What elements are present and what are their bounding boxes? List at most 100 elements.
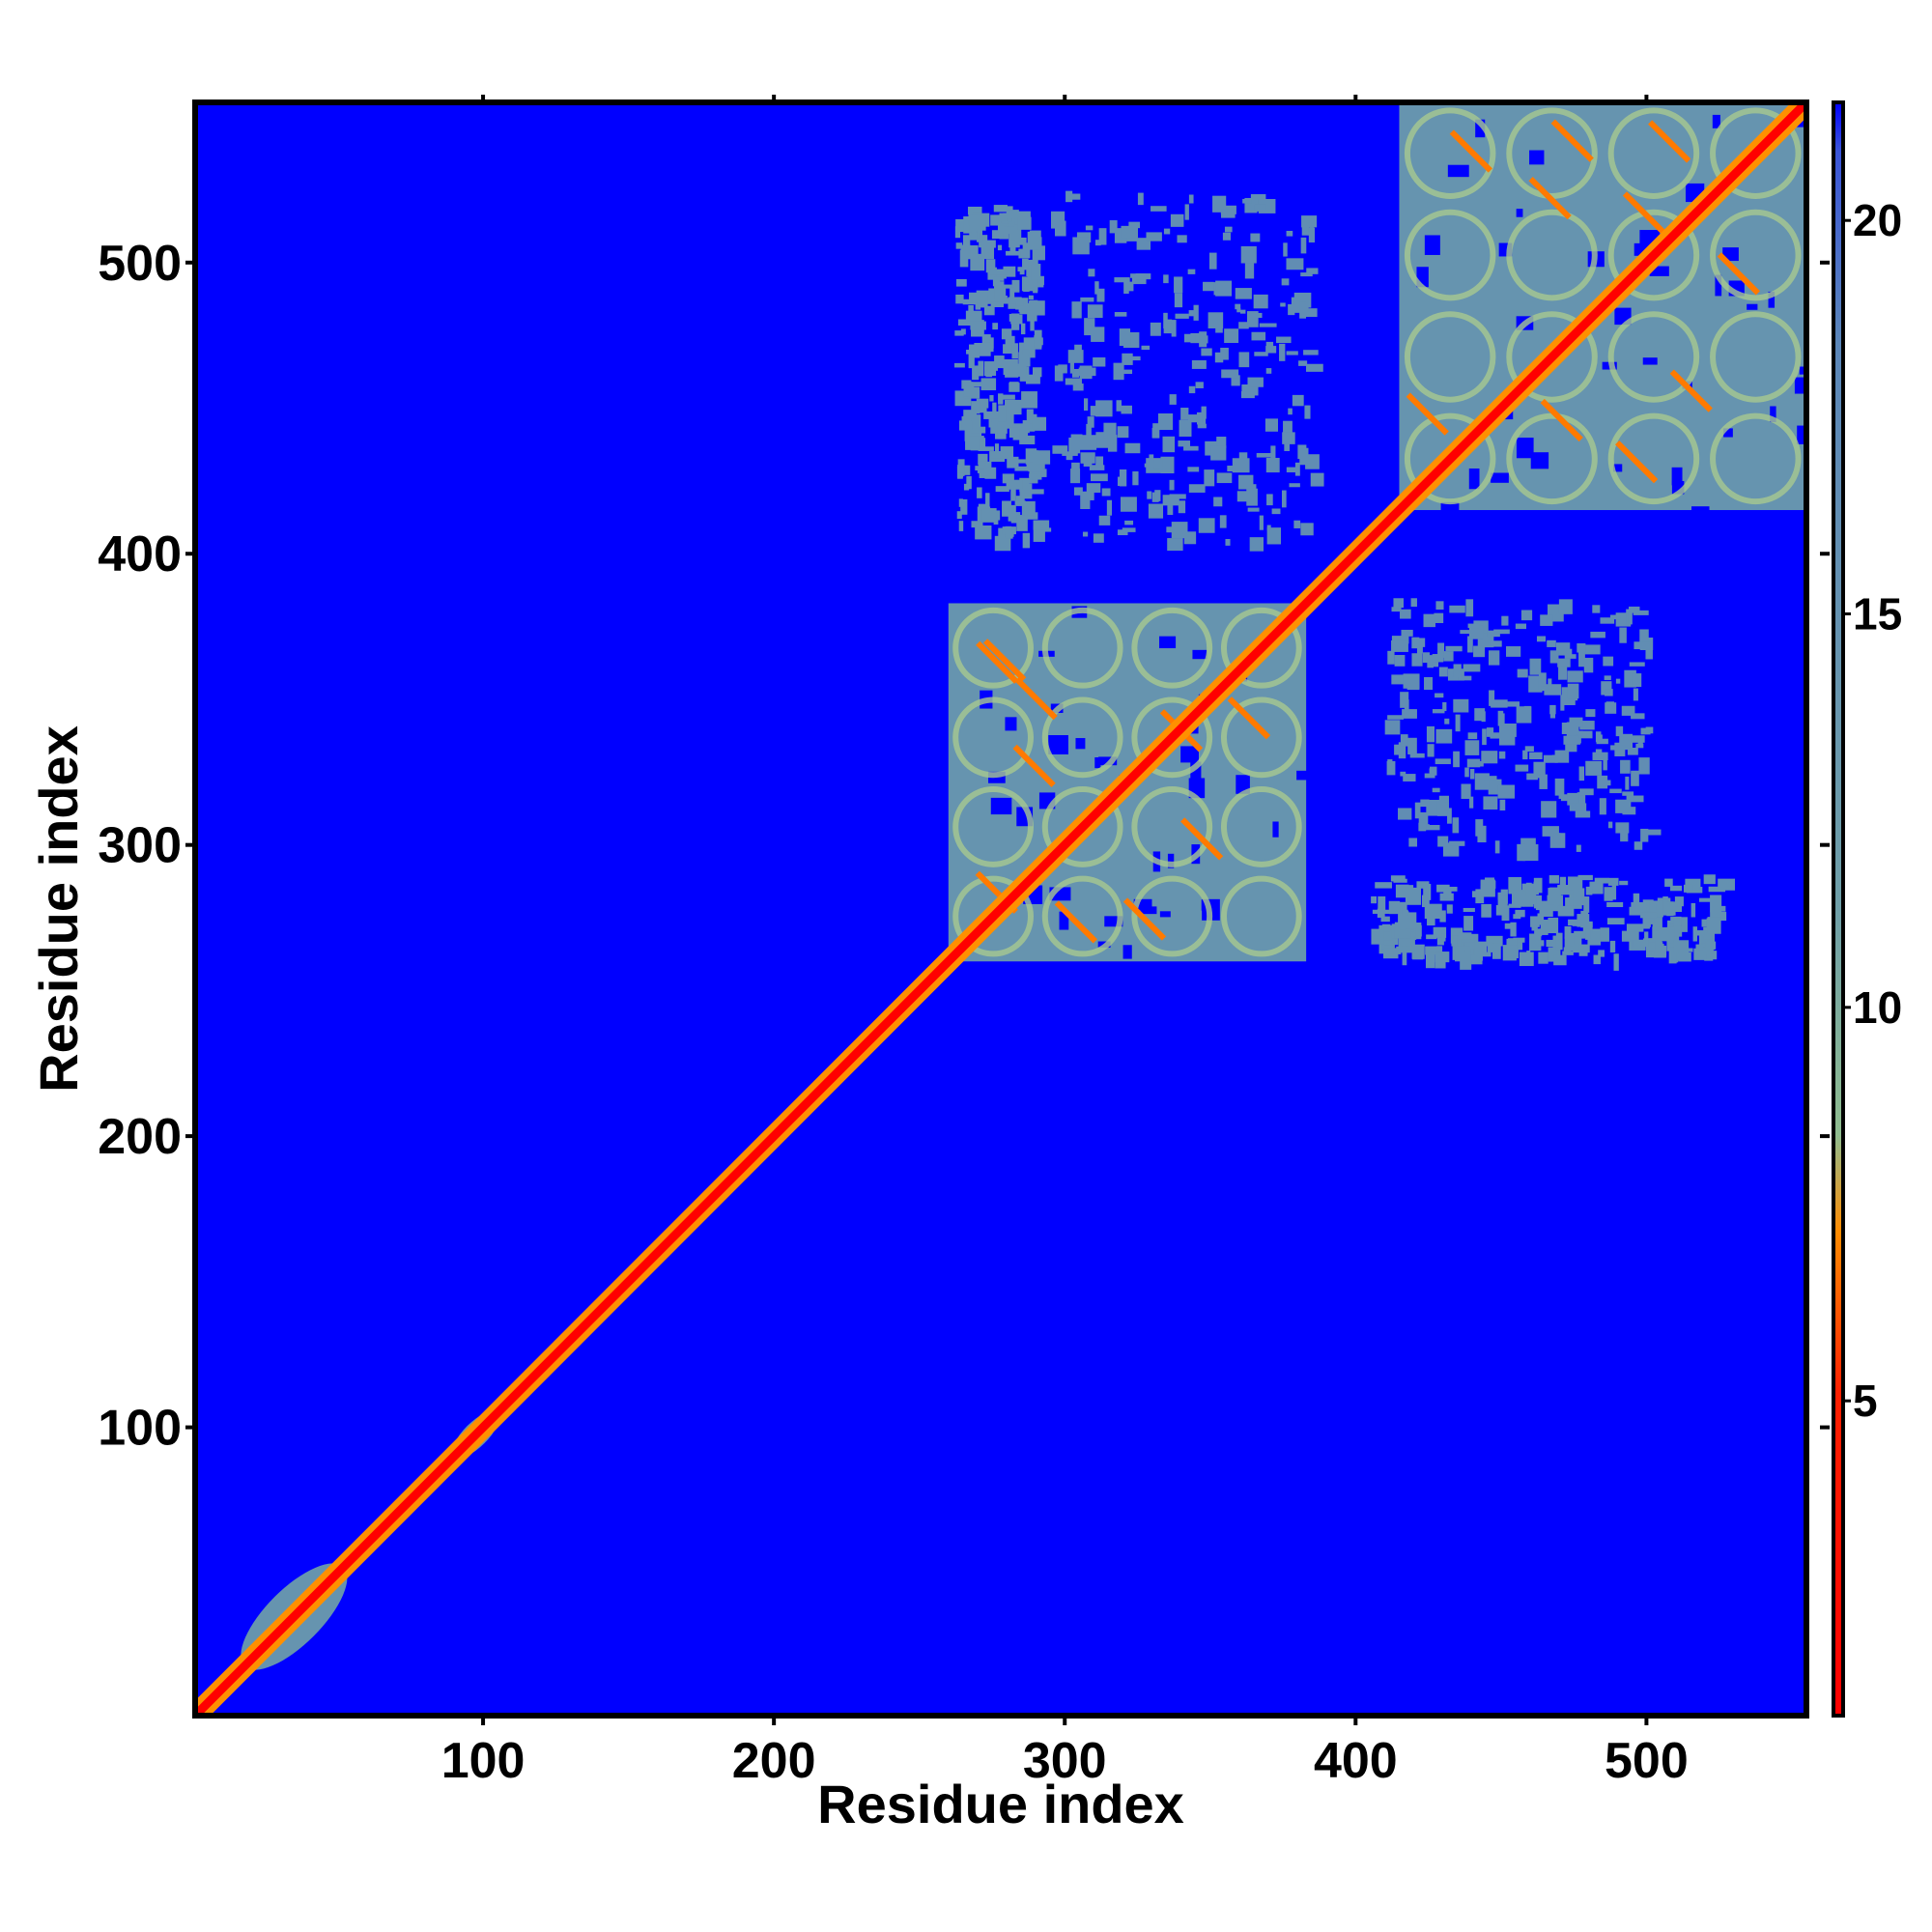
- heatmap-cell: [1080, 494, 1091, 510]
- heatmap-cell: [1032, 367, 1042, 378]
- heatmap-cell: [1669, 901, 1682, 913]
- heatmap-cell: [1445, 645, 1463, 652]
- heatmap-cell: [1473, 645, 1486, 658]
- heatmap-cell: [1452, 817, 1460, 834]
- heatmap-cell: [1093, 533, 1104, 543]
- heatmap-cell: [1652, 926, 1662, 945]
- heatmap-cell: [1635, 743, 1644, 749]
- heatmap-cell: [955, 294, 964, 304]
- heatmap-cell: [1017, 267, 1023, 272]
- heatmap-cell: [1558, 599, 1573, 614]
- heatmap-cell: [1549, 887, 1561, 900]
- heatmap-cell: [1695, 944, 1704, 951]
- heatmap-cell: [1264, 418, 1279, 432]
- heatmap-cell: [1632, 673, 1642, 688]
- heatmap-cell: [1436, 884, 1450, 893]
- heatmap-cell: [1423, 613, 1435, 628]
- heatmap-cell: [1236, 775, 1250, 794]
- heatmap-cell: [1266, 494, 1273, 506]
- heatmap-cell: [1669, 950, 1686, 961]
- heatmap-cell: [971, 320, 984, 337]
- heatmap-cell: [1101, 488, 1111, 497]
- heatmap-cell: [1251, 331, 1266, 341]
- heatmap-cell: [1585, 886, 1593, 895]
- heatmap-cell: [1548, 678, 1552, 690]
- heatmap-cell: [1113, 362, 1124, 381]
- heatmap-cell: [1380, 916, 1390, 923]
- heatmap-cell: [1567, 792, 1579, 806]
- heatmap-cell: [1489, 654, 1496, 663]
- heatmap-cell: [1483, 796, 1498, 810]
- heatmap-cell: [1116, 400, 1122, 412]
- y-axis: 100 200 300 400 500: [98, 236, 1830, 1457]
- heatmap-cell: [1009, 365, 1027, 375]
- heatmap-cell: [1620, 759, 1631, 774]
- heatmap-cell: [1673, 940, 1690, 953]
- heatmap-cell: [1104, 916, 1123, 927]
- heatmap-cell: [1171, 522, 1188, 539]
- heatmap-cell: [1015, 300, 1024, 306]
- heatmap-cell: [1293, 520, 1301, 528]
- heatmap-cell: [1443, 651, 1454, 662]
- heatmap-cell: [1718, 878, 1735, 891]
- heatmap-ring: [1404, 107, 1496, 199]
- heatmap-cell: [1174, 276, 1183, 294]
- heatmap-cell: [1387, 650, 1395, 665]
- heatmap-ring: [1710, 311, 1802, 403]
- heatmap-cell: [1213, 497, 1223, 507]
- heatmap-cell: [1149, 454, 1154, 466]
- heatmap-cell: [1606, 918, 1625, 924]
- heatmap-cell: [1072, 384, 1084, 391]
- heatmap-cell: [1557, 889, 1576, 895]
- heatmap-cell: [1282, 432, 1295, 444]
- heatmap-cell: [1085, 225, 1094, 231]
- heatmap-cell: [1603, 753, 1607, 771]
- heatmap-ring: [1404, 209, 1496, 301]
- heatmap-cell: [1703, 951, 1718, 960]
- heatmap-cell: [1498, 751, 1506, 759]
- heatmap-cell: [1517, 668, 1528, 678]
- heatmap-cell: [1073, 487, 1083, 496]
- heatmap-cell: [1140, 906, 1157, 915]
- heatmap-cell: [1501, 615, 1509, 626]
- heatmap-cell: [985, 366, 992, 378]
- heatmap-strand: [1550, 119, 1594, 162]
- heatmap-cell: [1123, 280, 1129, 295]
- heatmap-cell: [1087, 304, 1103, 319]
- heatmap-cell: [1554, 750, 1570, 763]
- heatmap-cell: [1009, 240, 1016, 252]
- heatmap-cell: [1453, 664, 1462, 678]
- heatmap-cell: [1401, 629, 1413, 637]
- heatmap-cell: [1439, 910, 1446, 923]
- heatmap-cell: [1497, 784, 1515, 799]
- heatmap-cell: [1535, 903, 1548, 911]
- heatmap-cell: [1542, 826, 1559, 837]
- heatmap-cell: [998, 393, 1004, 405]
- heatmap-cell: [1513, 937, 1525, 943]
- heatmap-cell: [983, 411, 1001, 419]
- heatmap-cell: [1016, 515, 1028, 531]
- heatmap-cell: [1306, 363, 1323, 372]
- heatmap-cell: [1582, 923, 1593, 934]
- heatmap-cell: [1075, 738, 1086, 750]
- heatmap-cell: [1030, 489, 1044, 495]
- heatmap-cell: [1266, 527, 1282, 545]
- heatmap-cell: [994, 355, 1005, 369]
- heatmap-cell: [1569, 803, 1587, 811]
- heatmap-cell: [975, 402, 987, 413]
- heatmap-cell: [1201, 406, 1207, 419]
- heatmap-cell: [957, 469, 964, 473]
- heatmap-cell: [1482, 728, 1487, 746]
- heatmap-ring: [1220, 875, 1302, 957]
- heatmap-cell: [1615, 799, 1632, 813]
- heatmap-cell: [1640, 727, 1651, 735]
- heatmap-cell: [1023, 337, 1035, 350]
- heatmap-cell: [1117, 426, 1129, 439]
- heatmap-cell: [963, 385, 971, 397]
- heatmap-cell: [1646, 942, 1660, 951]
- heatmap-cell: [1529, 150, 1545, 165]
- heatmap-cell: [1458, 932, 1472, 940]
- heatmap-cell: [1259, 515, 1264, 530]
- heatmap-cell: [981, 508, 997, 523]
- heatmap-cell: [1197, 423, 1207, 429]
